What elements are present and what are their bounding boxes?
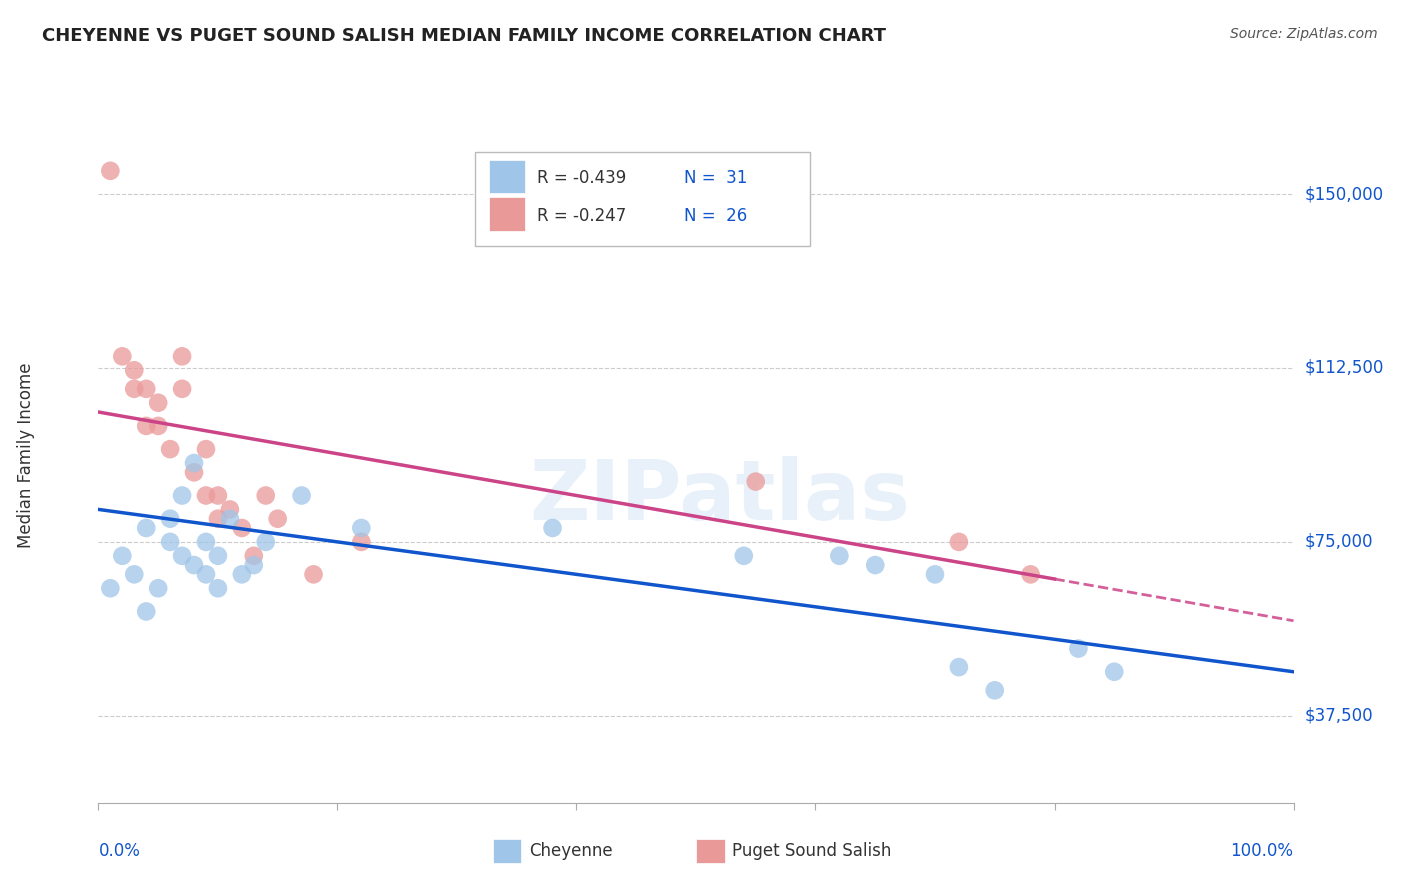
Point bbox=[983, 683, 1005, 698]
Text: ZIPatlas: ZIPatlas bbox=[530, 456, 910, 537]
Point bbox=[733, 549, 755, 563]
Text: $75,000: $75,000 bbox=[1305, 533, 1374, 551]
Point bbox=[863, 558, 886, 573]
Point bbox=[148, 582, 170, 596]
Text: N =  31: N = 31 bbox=[685, 169, 748, 187]
Point bbox=[135, 382, 157, 396]
Point bbox=[231, 521, 253, 535]
Point bbox=[124, 363, 146, 377]
Point bbox=[111, 549, 134, 563]
Point bbox=[148, 396, 170, 410]
Point bbox=[207, 582, 229, 596]
Point bbox=[267, 511, 290, 525]
Point bbox=[302, 567, 325, 582]
Point bbox=[828, 549, 851, 563]
FancyBboxPatch shape bbox=[696, 839, 724, 863]
Text: $150,000: $150,000 bbox=[1305, 185, 1384, 203]
Point bbox=[148, 419, 170, 434]
FancyBboxPatch shape bbox=[489, 197, 524, 231]
Point bbox=[194, 442, 217, 456]
Point bbox=[172, 382, 194, 396]
Text: R = -0.439: R = -0.439 bbox=[537, 169, 626, 187]
Point bbox=[350, 534, 373, 549]
Point bbox=[135, 419, 157, 434]
Point bbox=[194, 567, 217, 582]
Point bbox=[172, 549, 194, 563]
Point bbox=[207, 511, 229, 525]
Point bbox=[207, 549, 229, 563]
Point bbox=[948, 534, 970, 549]
Point bbox=[98, 164, 122, 178]
Text: 0.0%: 0.0% bbox=[98, 842, 141, 860]
Text: Puget Sound Salish: Puget Sound Salish bbox=[733, 842, 891, 860]
Point bbox=[243, 549, 266, 563]
Point bbox=[1067, 641, 1090, 656]
Text: Cheyenne: Cheyenne bbox=[529, 842, 612, 860]
Point bbox=[745, 475, 768, 489]
Point bbox=[172, 349, 194, 364]
Point bbox=[350, 521, 373, 535]
Text: CHEYENNE VS PUGET SOUND SALISH MEDIAN FAMILY INCOME CORRELATION CHART: CHEYENNE VS PUGET SOUND SALISH MEDIAN FA… bbox=[42, 27, 886, 45]
Point bbox=[1019, 567, 1042, 582]
Text: 100.0%: 100.0% bbox=[1230, 842, 1294, 860]
Point bbox=[159, 534, 181, 549]
Point bbox=[290, 489, 312, 503]
Text: $112,500: $112,500 bbox=[1305, 359, 1384, 377]
Point bbox=[183, 456, 205, 470]
Point bbox=[219, 511, 242, 525]
Point bbox=[243, 558, 266, 573]
Point bbox=[541, 521, 564, 535]
Point bbox=[183, 466, 205, 480]
Point bbox=[124, 567, 146, 582]
Point bbox=[124, 382, 146, 396]
Text: Median Family Income: Median Family Income bbox=[17, 362, 35, 548]
Point bbox=[135, 605, 157, 619]
FancyBboxPatch shape bbox=[475, 153, 810, 246]
Text: Source: ZipAtlas.com: Source: ZipAtlas.com bbox=[1230, 27, 1378, 41]
Point bbox=[172, 489, 194, 503]
Point bbox=[159, 442, 181, 456]
Point bbox=[948, 660, 970, 674]
Point bbox=[135, 521, 157, 535]
Point bbox=[924, 567, 946, 582]
Point bbox=[231, 567, 253, 582]
Point bbox=[183, 558, 205, 573]
Point bbox=[1102, 665, 1125, 679]
Point bbox=[219, 502, 242, 516]
Point bbox=[254, 534, 277, 549]
Point bbox=[194, 534, 217, 549]
Point bbox=[194, 489, 217, 503]
Point bbox=[159, 511, 181, 525]
FancyBboxPatch shape bbox=[494, 839, 522, 863]
FancyBboxPatch shape bbox=[489, 160, 524, 194]
Point bbox=[111, 349, 134, 364]
Point bbox=[254, 489, 277, 503]
Point bbox=[207, 489, 229, 503]
Text: R = -0.247: R = -0.247 bbox=[537, 207, 626, 225]
Text: N =  26: N = 26 bbox=[685, 207, 747, 225]
Text: $37,500: $37,500 bbox=[1305, 706, 1374, 725]
Point bbox=[98, 582, 122, 596]
